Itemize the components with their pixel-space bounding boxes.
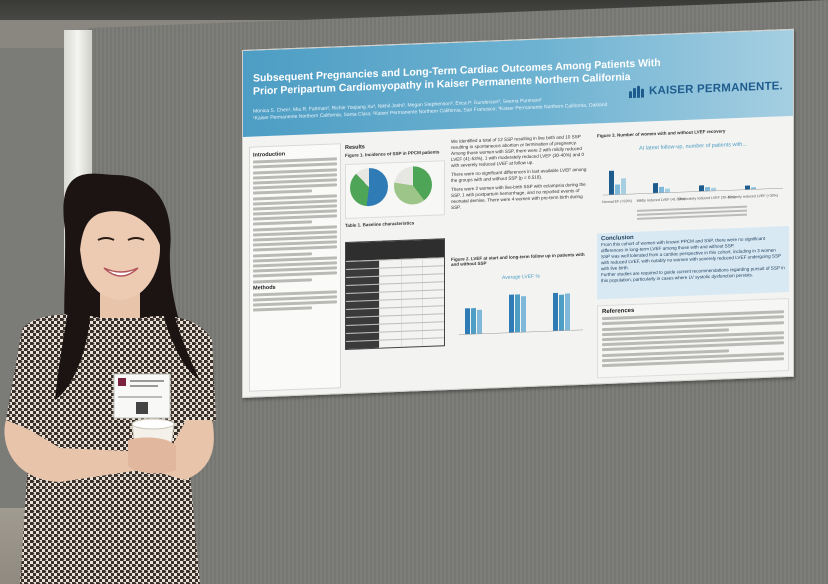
baseline-table — [345, 238, 445, 351]
conference-badge — [113, 373, 171, 419]
poster-header: Subsequent Pregnancies and Long-Term Car… — [243, 29, 794, 137]
figure3-tick-4: Severely reduced LVEF (<30%) — [728, 193, 778, 199]
figure3-subtitle: At latest follow-up, number of patients … — [639, 142, 747, 152]
figure3-tick-1: Normal EF (>53%) — [602, 199, 632, 204]
references-panel: References — [597, 297, 789, 379]
poster-authors: Monica S. Chen¹, Mia R. Fattman², Richie… — [253, 93, 653, 122]
poster-column-conclusions: Figure 3. Number of women with and witho… — [597, 126, 789, 379]
results-bullet-2: There were no significant differences in… — [451, 166, 587, 183]
hands — [128, 437, 176, 474]
conclusion-panel: Conclusion From this cohort of women wit… — [597, 225, 789, 300]
figure2-subtitle: Average LVEF % — [502, 274, 540, 281]
pie-chart-2 — [394, 165, 432, 206]
results-bullet-3: There were 2 women with live-birth SSP w… — [451, 181, 586, 210]
face — [80, 196, 160, 300]
figure2-caption: Figure 2. LVEF at start and long-term fo… — [451, 251, 585, 267]
presenter-person — [4, 173, 216, 584]
left-eye — [97, 237, 115, 241]
kaiser-logo-icon — [629, 85, 645, 99]
figure1-pies — [345, 160, 445, 220]
pie-chart-1 — [350, 167, 388, 207]
figure3-tick-3: Moderately reduced LVEF (30-40%) — [678, 195, 735, 201]
left-arm — [4, 420, 151, 482]
poster-column-findings: We identified a total of 12 SSP resultin… — [451, 134, 591, 384]
research-poster: Subsequent Pregnancies and Long-Term Car… — [242, 28, 794, 398]
right-eye — [127, 237, 145, 241]
results-bullet-1: We identified a total of 12 SSP resultin… — [451, 133, 585, 168]
results-bullets: We identified a total of 12 SSP resultin… — [451, 134, 591, 211]
kaiser-logo-text: KAISER PERMANENTE. — [649, 80, 783, 98]
poster-column-results: Results Figure 1. Incidence of SSP in PP… — [345, 139, 445, 388]
figure2-bar-chart: Average LVEF % — [459, 274, 583, 335]
figure1-caption: Figure 1. Incidence of SSP in PPCM patie… — [345, 149, 440, 159]
figure3-bar-chart: At latest follow-up, number of patients … — [602, 142, 783, 220]
smile — [103, 267, 139, 277]
figure3-tick-2: Mildly reduced LVEF (41-53%) — [637, 197, 686, 203]
poster-title: Subsequent Pregnancies and Long-Term Car… — [253, 57, 663, 99]
conclusion-bullets: From this cohort of women with known PPC… — [601, 235, 785, 284]
poster-column-intro: Introduction Methods — [249, 143, 341, 392]
table1-caption: Table 1. Baseline characteristics — [345, 220, 415, 229]
